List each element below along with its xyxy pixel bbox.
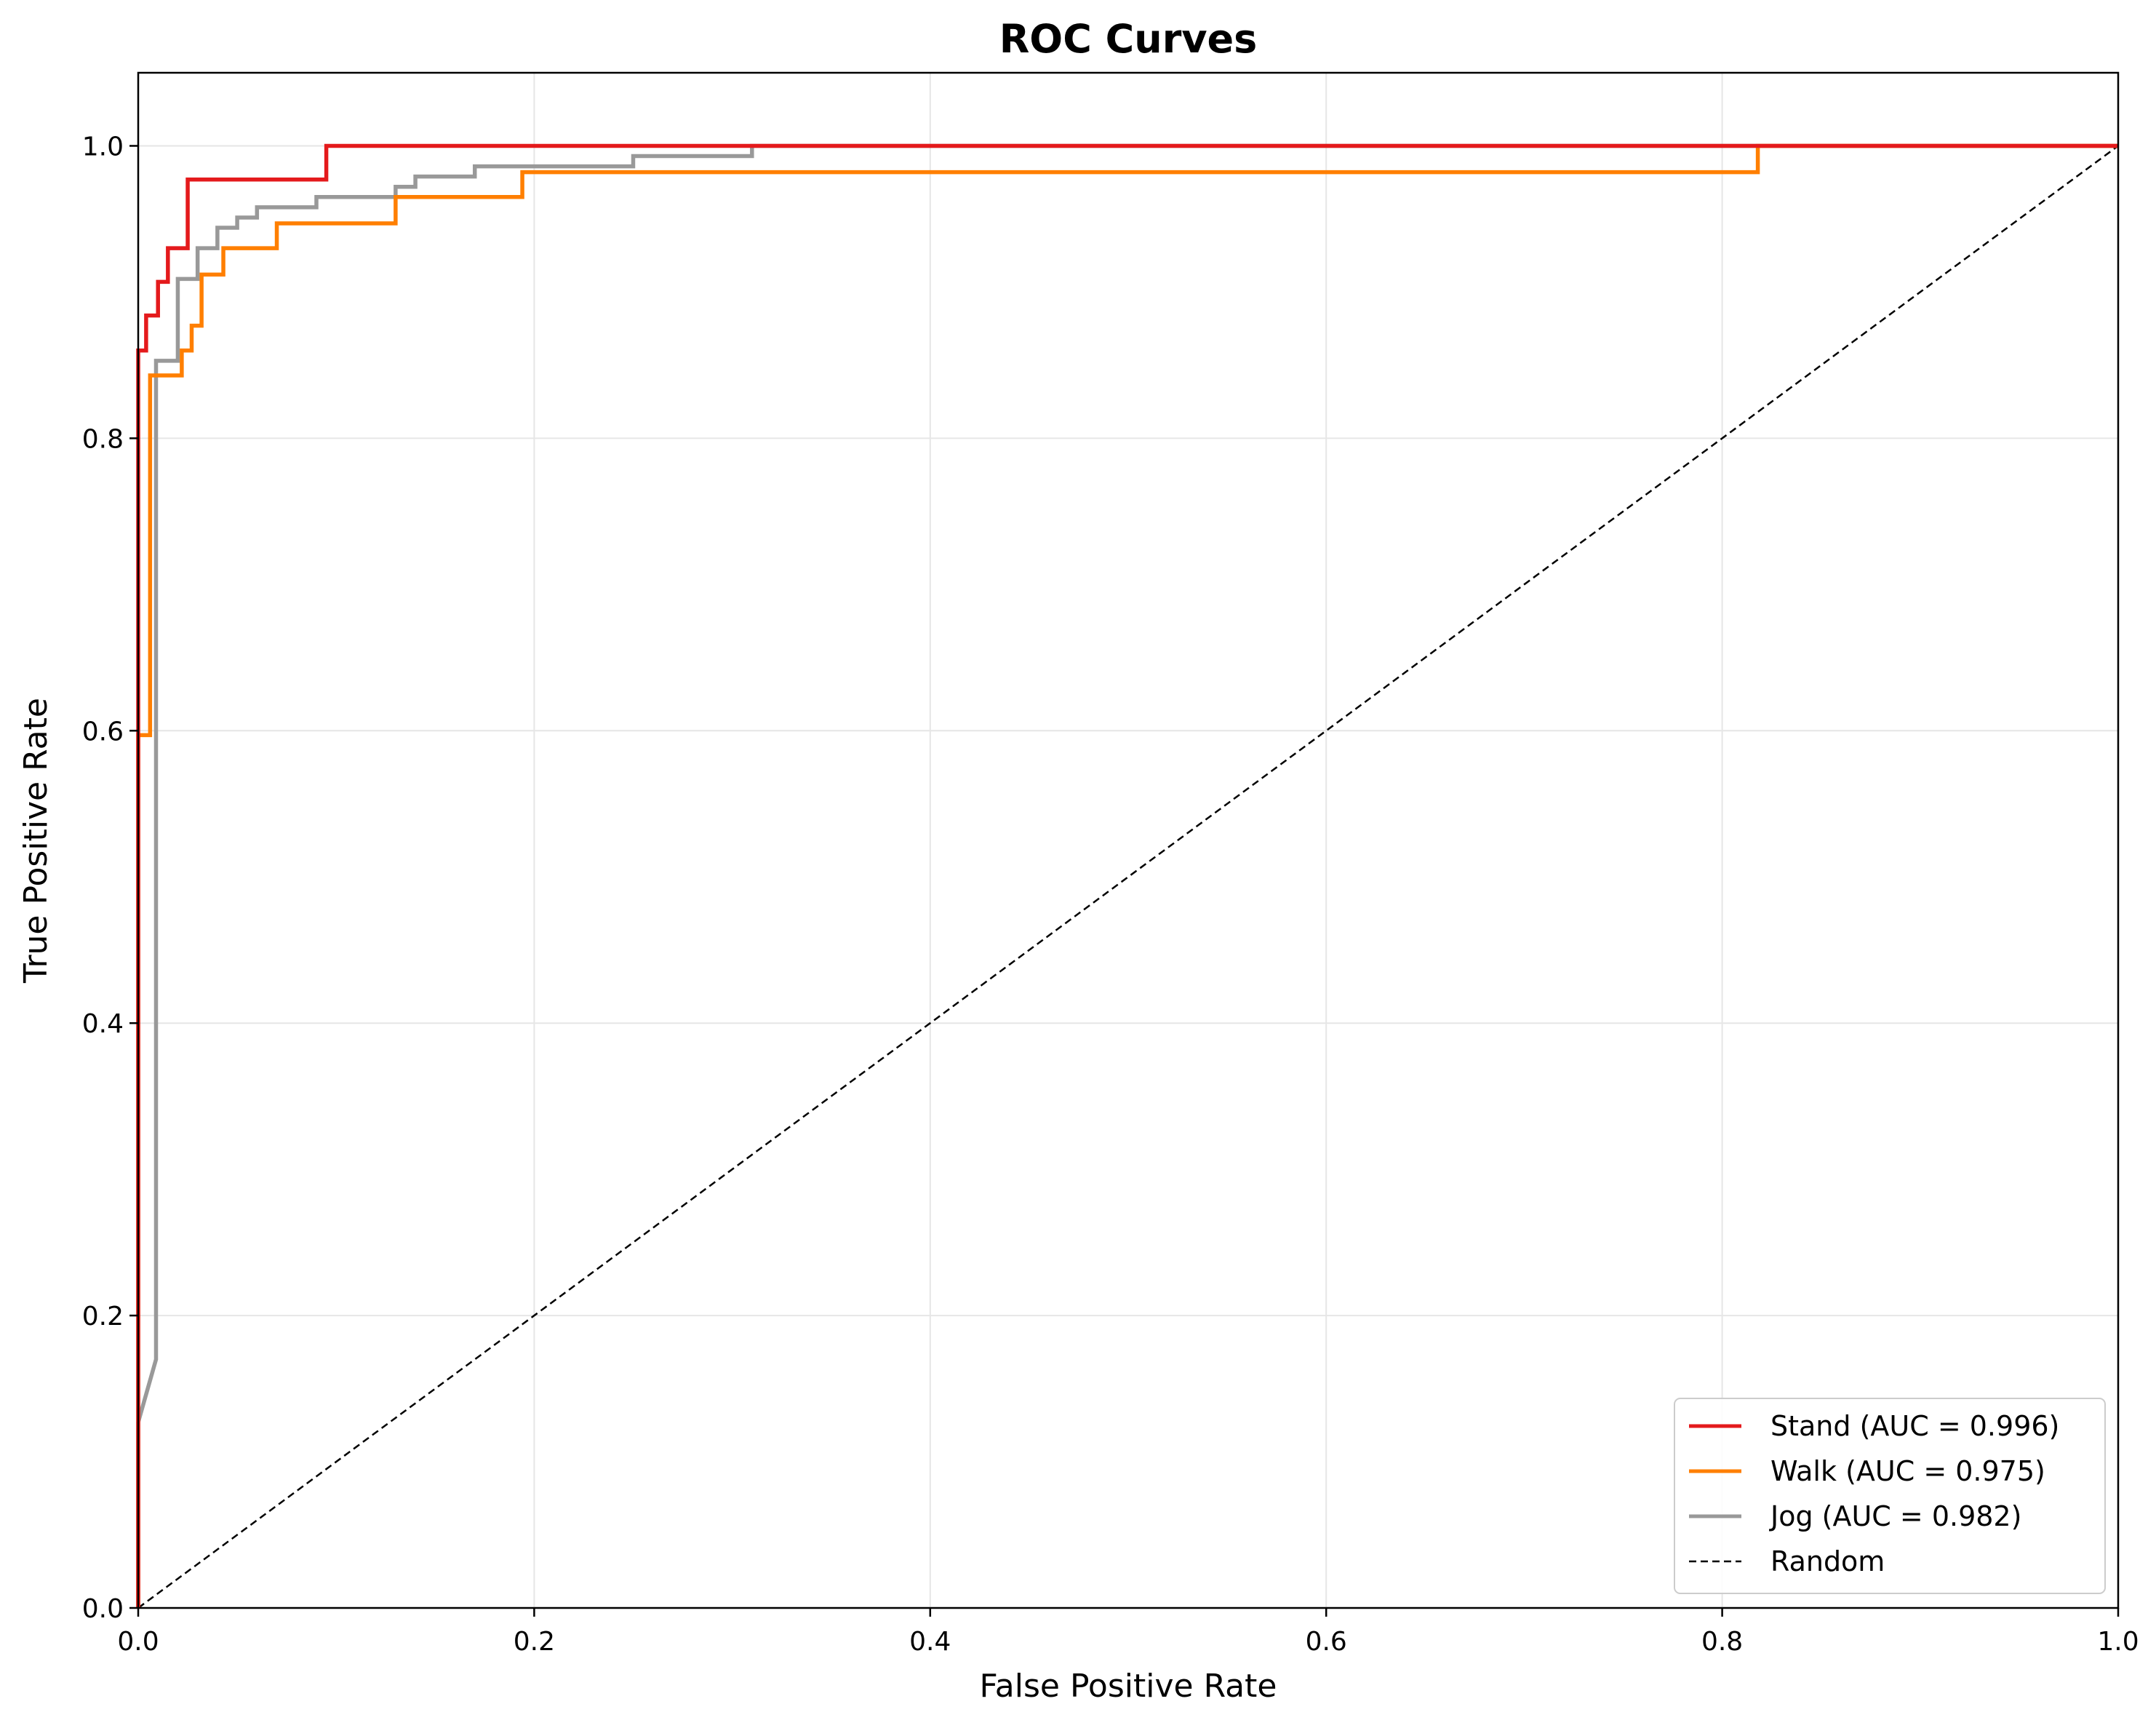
x-tick-label: 0.2 (514, 1627, 555, 1657)
x-axis-label: False Positive Rate (980, 1668, 1277, 1705)
x-tick-label: 0.0 (117, 1627, 159, 1657)
y-tick-label: 1.0 (82, 132, 124, 162)
y-tick-label: 0.2 (82, 1302, 124, 1331)
legend-label-jog: Jog (AUC = 0.982) (1769, 1500, 2021, 1532)
y-axis-label: True Positive Rate (17, 698, 55, 984)
jog-roc-line (136, 143, 2118, 1608)
walk-roc-line (136, 143, 2118, 1608)
x-tick-label: 1.0 (2097, 1627, 2139, 1657)
legend-box (1674, 1398, 2106, 1594)
legend-label-stand: Stand (AUC = 0.996) (1770, 1410, 2059, 1442)
grid-lines (137, 73, 2119, 1609)
series-layer (136, 143, 2119, 1609)
plot-frame (137, 71, 2120, 1609)
random-reference-line (137, 145, 2119, 1609)
legend-label-walk: Walk (AUC = 0.975) (1770, 1455, 2045, 1487)
stand-roc-line (136, 143, 2118, 1608)
x-tick-label: 0.4 (909, 1627, 951, 1657)
chart-title: ROC Curves (999, 16, 1258, 62)
x-tick-label: 0.8 (1701, 1627, 1743, 1657)
y-tick-label: 0.8 (82, 424, 124, 454)
x-tick-label: 0.6 (1306, 1627, 1347, 1657)
legend-label-random: Random (1770, 1545, 1885, 1577)
y-tick-label: 0.6 (82, 717, 124, 746)
y-tick-label: 0.4 (82, 1009, 124, 1039)
y-tick-label: 0.0 (82, 1594, 124, 1624)
axis-ticks: 0.0 0.2 0.4 0.6 0.8 1.0 0.0 0.2 0.4 0.6 0.8 1.0 (82, 132, 2139, 1657)
legend: Stand (AUC = 0.996) Walk (AUC = 0.975) J… (1674, 1398, 2106, 1594)
